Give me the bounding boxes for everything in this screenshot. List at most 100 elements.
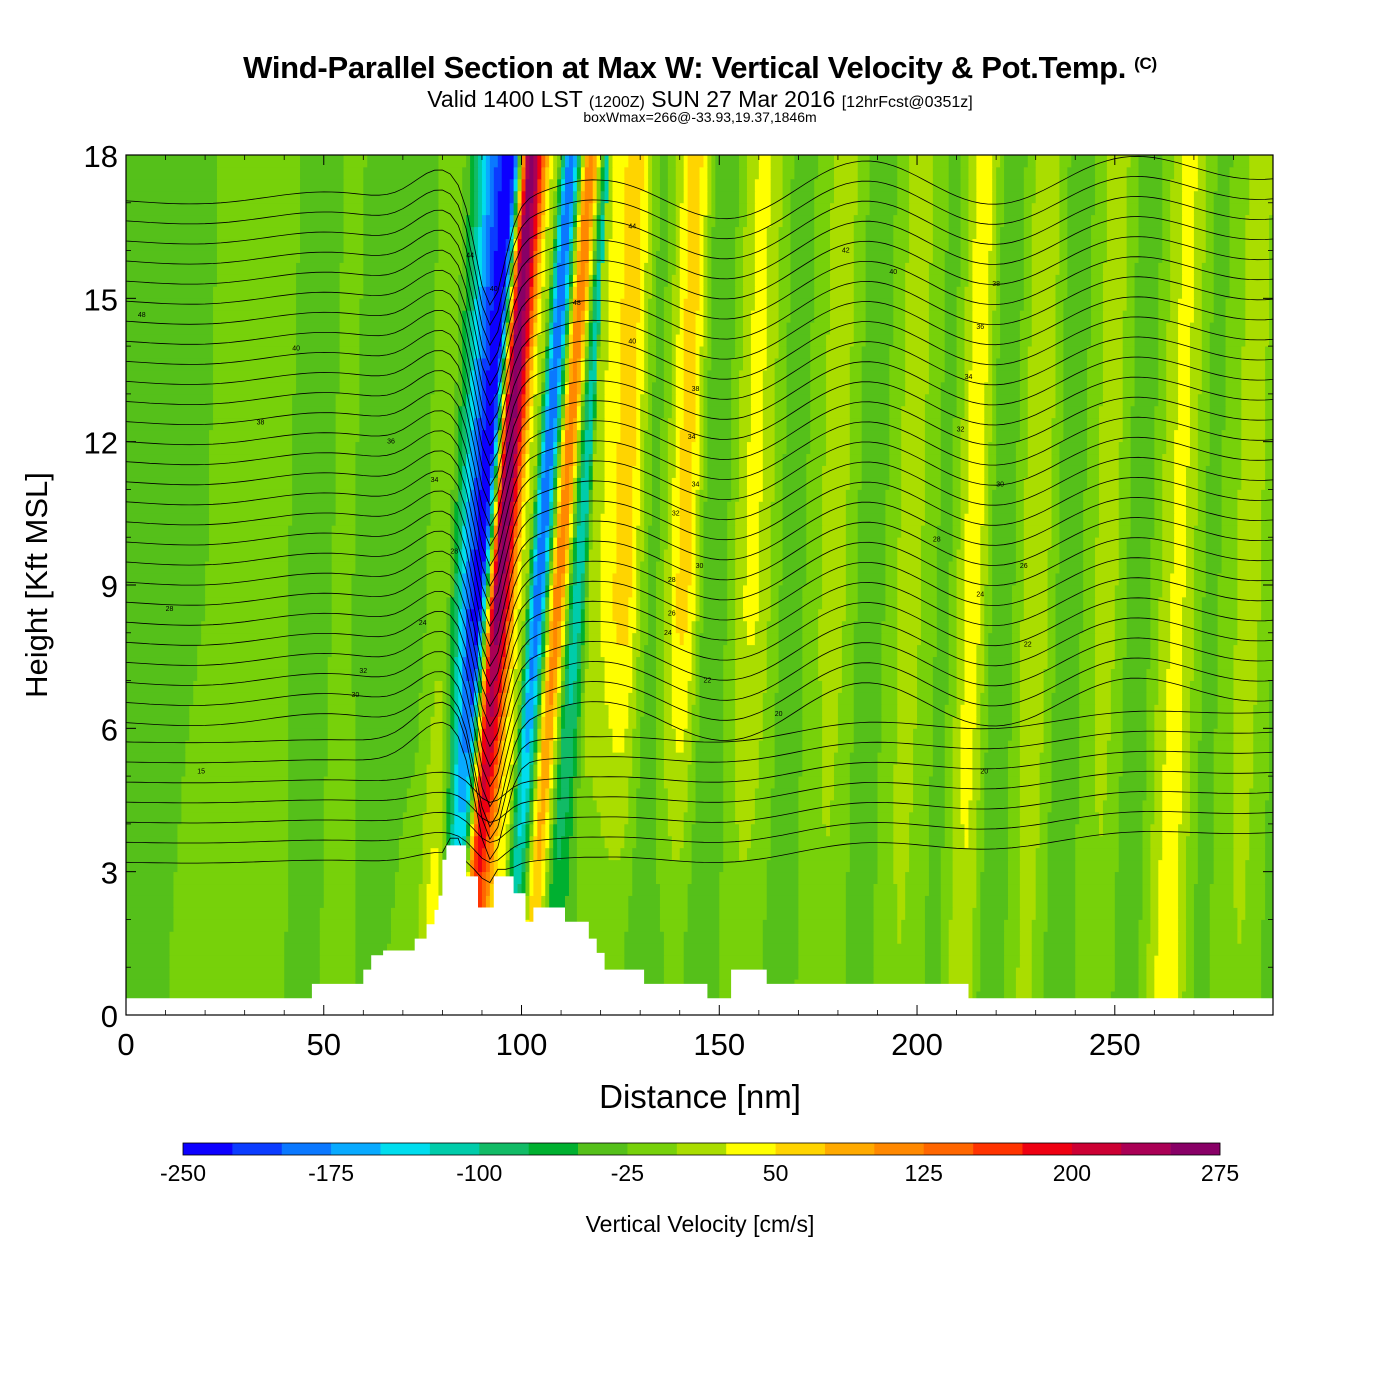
field-cell bbox=[434, 297, 459, 311]
field-cell bbox=[703, 524, 728, 538]
field-cell bbox=[533, 477, 538, 490]
field-cell bbox=[1118, 500, 1132, 514]
field-cell bbox=[478, 453, 483, 466]
field-cell bbox=[470, 321, 475, 335]
field-cell bbox=[822, 799, 831, 813]
field-cell bbox=[976, 883, 981, 896]
field-cell bbox=[1063, 345, 1088, 359]
field-cell bbox=[216, 274, 297, 287]
field-cell bbox=[1027, 381, 1057, 395]
field-cell bbox=[774, 477, 784, 490]
field-cell bbox=[1019, 847, 1037, 861]
field-cell bbox=[723, 656, 736, 670]
field-cell bbox=[561, 787, 570, 801]
field-cell bbox=[355, 930, 392, 944]
field-cell bbox=[434, 333, 459, 347]
field-cell bbox=[810, 405, 827, 419]
field-cell bbox=[628, 692, 637, 705]
field-cell bbox=[750, 393, 764, 407]
field-cell bbox=[1098, 465, 1120, 478]
field-cell bbox=[980, 895, 1009, 908]
field-cell bbox=[928, 859, 942, 873]
field-cell bbox=[667, 823, 685, 837]
field-cell bbox=[845, 608, 859, 622]
field-cell bbox=[877, 847, 894, 861]
field-cell bbox=[655, 596, 665, 610]
field-cell bbox=[561, 775, 570, 789]
field-cell bbox=[671, 572, 677, 586]
field-cell bbox=[288, 811, 325, 825]
field-cell bbox=[126, 584, 206, 598]
field-cell bbox=[1114, 978, 1140, 992]
field-cell bbox=[1241, 453, 1266, 466]
field-cell bbox=[580, 644, 586, 658]
field-cell bbox=[561, 357, 566, 371]
field-cell bbox=[695, 536, 701, 550]
field-cell bbox=[517, 692, 523, 705]
field-cell bbox=[992, 489, 1017, 502]
field-cell bbox=[901, 453, 926, 466]
field-cell bbox=[1000, 321, 1021, 335]
field-cell bbox=[1237, 930, 1242, 944]
field-cell bbox=[553, 692, 558, 705]
field-cell bbox=[845, 883, 875, 896]
field-cell bbox=[565, 465, 570, 478]
field-cell bbox=[478, 644, 483, 658]
field-cell bbox=[288, 739, 329, 753]
field-cell bbox=[596, 405, 606, 419]
field-cell bbox=[414, 763, 428, 777]
field-cell bbox=[470, 369, 475, 383]
field-cell bbox=[889, 417, 902, 431]
field-cell bbox=[636, 417, 641, 431]
field-cell bbox=[655, 321, 665, 335]
field-cell bbox=[557, 704, 562, 717]
field-cell bbox=[746, 620, 756, 634]
field-cell bbox=[893, 309, 906, 323]
field-cell bbox=[897, 692, 918, 705]
field-cell bbox=[1087, 345, 1104, 359]
field-cell bbox=[288, 775, 325, 789]
field-cell bbox=[1031, 978, 1045, 992]
field-cell bbox=[940, 429, 954, 443]
field-cell bbox=[659, 441, 669, 455]
field-cell bbox=[735, 596, 744, 610]
field-cell bbox=[533, 274, 538, 287]
field-cell bbox=[1102, 811, 1120, 825]
field-cell bbox=[739, 835, 752, 849]
field-cell bbox=[466, 477, 471, 490]
field-cell bbox=[335, 405, 360, 419]
field-cell bbox=[1269, 680, 1273, 693]
field-cell bbox=[1031, 930, 1045, 944]
field-cell bbox=[628, 811, 637, 825]
field-cell bbox=[173, 907, 289, 920]
field-cell bbox=[561, 668, 566, 681]
field-cell bbox=[545, 572, 550, 586]
field-cell bbox=[126, 727, 190, 741]
field-cell bbox=[980, 727, 989, 741]
field-cell bbox=[513, 333, 523, 347]
field-cell bbox=[517, 596, 523, 610]
field-cell bbox=[1193, 285, 1203, 299]
field-cell bbox=[470, 500, 475, 514]
field-cell bbox=[972, 739, 981, 753]
field-cell bbox=[126, 465, 210, 478]
field-cell bbox=[529, 548, 534, 562]
field-cell bbox=[1178, 297, 1195, 311]
field-cell bbox=[1083, 512, 1100, 526]
field-cell bbox=[533, 727, 538, 741]
field-cell bbox=[667, 524, 673, 538]
field-cell bbox=[956, 644, 966, 658]
field-cell bbox=[703, 560, 728, 574]
field-cell bbox=[209, 536, 289, 550]
field-cell bbox=[988, 739, 1009, 753]
field-cell bbox=[707, 393, 732, 407]
field-cell bbox=[1197, 465, 1207, 478]
field-cell bbox=[826, 333, 855, 347]
field-cell bbox=[493, 393, 499, 407]
field-cell bbox=[671, 285, 681, 299]
field-cell bbox=[561, 835, 570, 849]
field-cell bbox=[1213, 823, 1235, 837]
field-cell bbox=[576, 835, 606, 849]
field-cell bbox=[1075, 966, 1116, 980]
field-cell bbox=[952, 536, 962, 550]
